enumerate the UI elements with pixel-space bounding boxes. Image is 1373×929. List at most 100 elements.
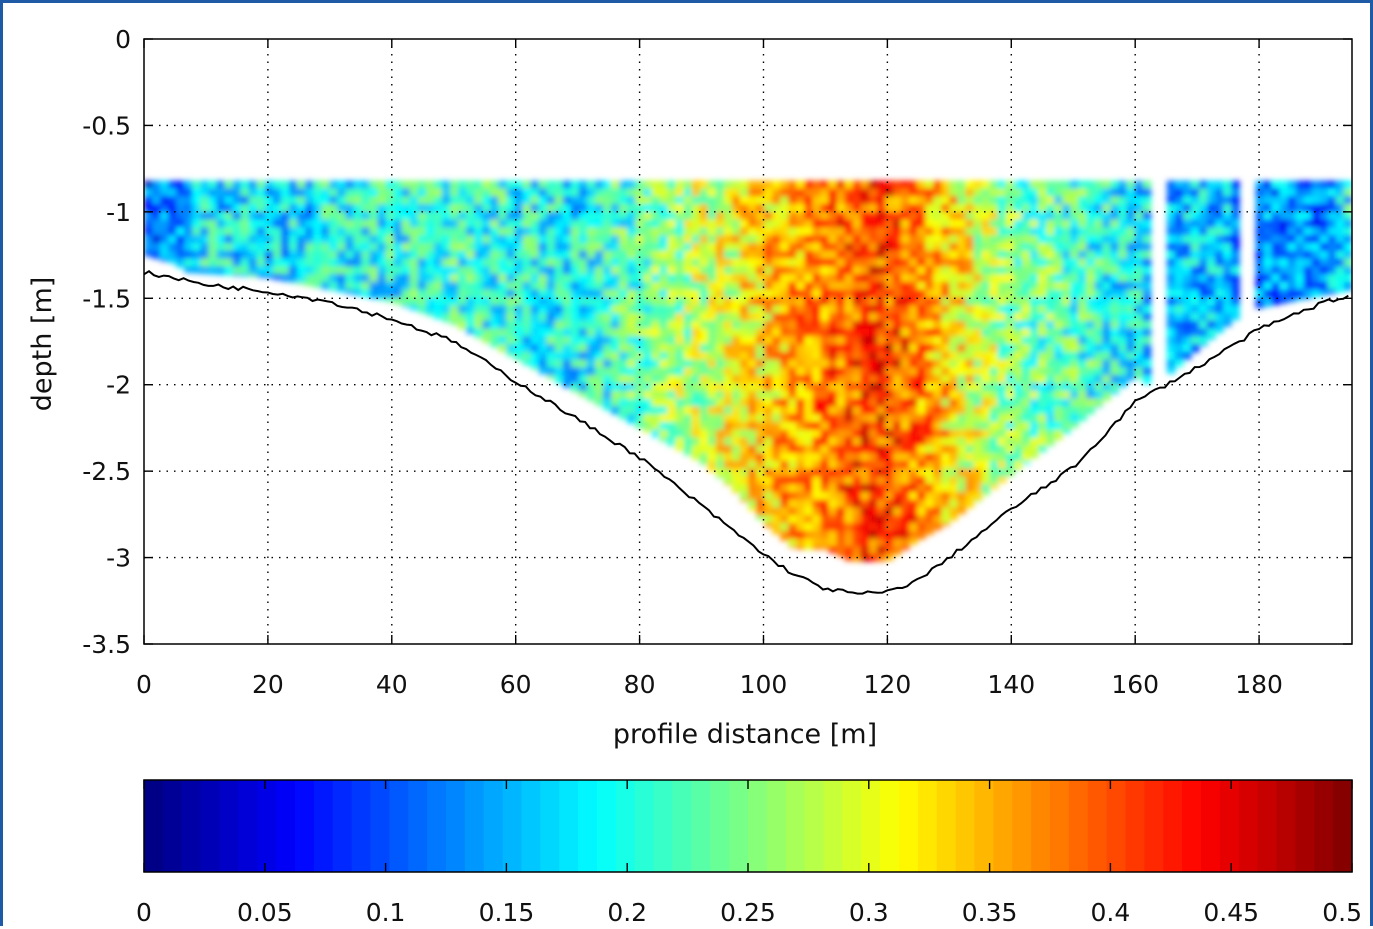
colorbar-segment [880, 780, 900, 872]
colorbar-tick-label: 0.45 [1203, 898, 1259, 927]
colorbar-segment [1295, 780, 1315, 872]
colorbar-segment [1087, 780, 1108, 872]
y-tick-label: -2.5 [82, 457, 131, 486]
colorbar-segment [578, 780, 598, 872]
colorbar-segment [1125, 780, 1145, 872]
colorbar-segment [1012, 780, 1032, 872]
colorbar-tick-label: 0.35 [962, 898, 1018, 927]
colorbar-segment [993, 780, 1013, 872]
colorbar-segment [615, 780, 636, 872]
colorbar-segment [1068, 780, 1089, 872]
x-tick-label: 60 [500, 670, 532, 699]
colorbar-segment [559, 780, 579, 872]
colorbar-segment [974, 780, 994, 872]
x-tick-label: 160 [1111, 670, 1159, 699]
colorbar-segment [295, 780, 315, 872]
colorbar-segment [408, 780, 428, 872]
colorbar-segment [672, 780, 692, 872]
x-axis-label: profile distance [m] [613, 719, 877, 750]
x-tick-label: 20 [252, 670, 284, 699]
colorbar-tick-label: 0.3 [849, 898, 889, 927]
colorbar-segment [313, 780, 334, 872]
bed-profile-line [143, 269, 1349, 595]
colorbar-segment [804, 780, 825, 872]
x-tick-label: 0 [136, 670, 152, 699]
colorbar-segment [861, 780, 881, 872]
colorbar-segment [181, 780, 202, 872]
velocity-cross-section-chart: 0 20 40 60 80 100 120 140 160 180 0 -0.5 -1 -1.5 -2 -2… [27, 25, 1362, 927]
y-tick-label: -0.5 [82, 111, 131, 140]
x-tick-label: 180 [1235, 670, 1283, 699]
colorbar-segment [1106, 780, 1127, 872]
colorbar-segment [1219, 780, 1240, 872]
colorbar-ticks [143, 780, 1353, 872]
colorbar-segment [219, 780, 239, 872]
colorbar-segment [200, 780, 221, 872]
colorbar [144, 780, 1353, 872]
colorbar-segment [332, 780, 353, 872]
colorbar-segment [1031, 780, 1051, 872]
colorbar-segment [446, 780, 466, 872]
colorbar-segment [842, 780, 862, 872]
colorbar-segment [597, 780, 617, 872]
colorbar-segment [917, 780, 938, 872]
heatmap-cells [144, 180, 1352, 562]
colorbar-segment [634, 780, 655, 872]
colorbar-segment [238, 780, 258, 872]
colorbar-segment [1050, 780, 1070, 872]
y-tick-label: 0 [115, 25, 131, 54]
colorbar-segment [823, 780, 843, 872]
y-tick-label: -1.5 [82, 284, 131, 313]
colorbar-segment [1163, 780, 1183, 872]
colorbar-segment [389, 780, 409, 872]
y-tick-label: -1 [106, 198, 131, 227]
colorbar-segment [785, 780, 806, 872]
colorbar-tick-labels: 0 0.05 0.1 0.15 0.2 0.25 0.3 0.35 0.4 0.45 0.5 [136, 898, 1362, 927]
colorbar-segment [464, 780, 485, 872]
colorbar-segment [370, 780, 390, 872]
colorbar-segment [1182, 780, 1202, 872]
colorbar-segment [766, 780, 787, 872]
colorbar-tick-label: 0.15 [479, 898, 535, 927]
colorbar-segment [483, 780, 504, 872]
y-tick-label: -3 [106, 544, 131, 573]
colorbar-segment [899, 780, 919, 872]
colorbar-tick-label: 0.4 [1091, 898, 1131, 927]
colorbar-segment [1314, 780, 1334, 872]
x-tick-label: 140 [987, 670, 1035, 699]
colorbar-segment [955, 780, 976, 872]
y-tick-labels: 0 -0.5 -1 -1.5 -2 -2.5 -3 -3.5 [82, 25, 131, 659]
colorbar-tick-label: 0.5 [1322, 898, 1362, 927]
colorbar-segment [936, 780, 957, 872]
colorbar-segment [1257, 780, 1278, 872]
colorbar-segment [1333, 780, 1353, 872]
colorbar-segment [276, 780, 296, 872]
colorbar-segment [351, 780, 372, 872]
colorbar-segment [710, 780, 730, 872]
colorbar-segment [521, 780, 541, 872]
colorbar-segment [1276, 780, 1296, 872]
colorbar-segment [748, 780, 768, 872]
colorbar-segment [1238, 780, 1259, 872]
x-tick-label: 120 [864, 670, 912, 699]
x-tick-label: 80 [624, 670, 656, 699]
colorbar-segment [257, 780, 277, 872]
colorbar-segment [540, 780, 560, 872]
colorbar-segment [427, 780, 447, 872]
colorbar-segment [691, 780, 711, 872]
plot-border [143, 38, 1353, 645]
colorbar-segment [1144, 780, 1164, 872]
colorbar-tick-label: 0 [136, 898, 152, 927]
x-tick-label: 40 [376, 670, 408, 699]
y-tick-label: -3.5 [82, 630, 131, 659]
colorbar-segment [162, 780, 183, 872]
colorbar-tick-label: 0.1 [366, 898, 406, 927]
colorbar-tick-label: 0.05 [237, 898, 293, 927]
y-axis-label: depth [m] [27, 277, 58, 412]
colorbar-segment [729, 780, 749, 872]
x-tick-labels: 0 20 40 60 80 100 120 140 160 180 [136, 670, 1283, 699]
axis-ticks [143, 38, 1352, 645]
colorbar-tick-label: 0.2 [607, 898, 647, 927]
colorbar-segment [653, 780, 674, 872]
